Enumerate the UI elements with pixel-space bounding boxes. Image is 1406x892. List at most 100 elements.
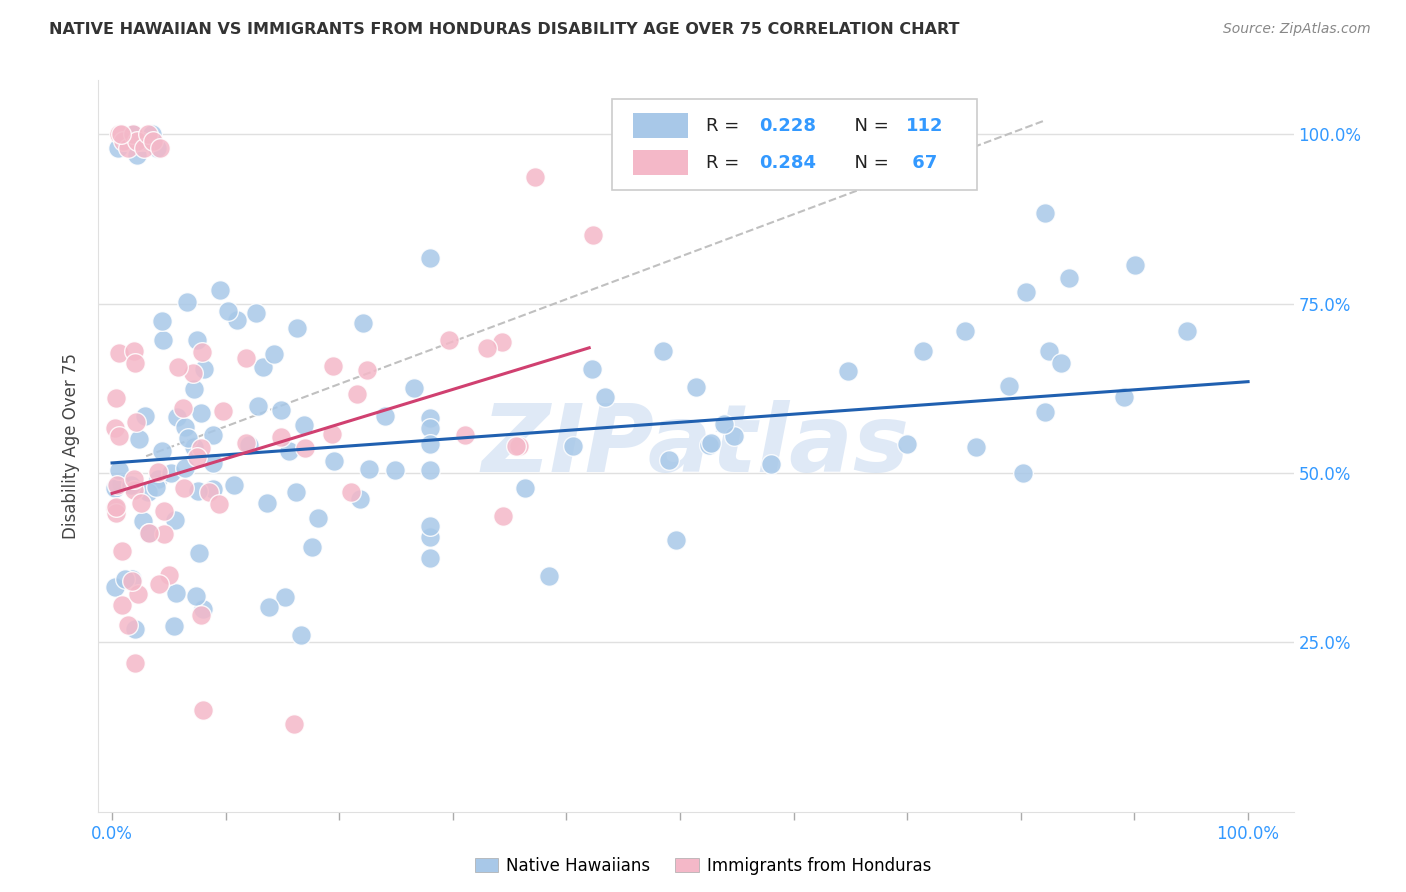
Point — [524, 170, 547, 185]
Point — [163, 619, 186, 633]
Point — [145, 479, 167, 493]
Point — [141, 128, 163, 142]
Text: 0.228: 0.228 — [759, 117, 817, 135]
Point — [128, 432, 150, 446]
Text: Source: ZipAtlas.com: Source: ZipAtlas.com — [1223, 22, 1371, 37]
Point — [186, 450, 208, 464]
Point — [191, 345, 214, 359]
Text: N =: N = — [844, 117, 894, 135]
Point — [136, 484, 159, 499]
Point — [419, 420, 441, 434]
Point — [105, 478, 128, 492]
Point — [1112, 390, 1135, 404]
Point — [374, 409, 396, 424]
Point — [283, 716, 305, 731]
Point — [323, 454, 346, 468]
Point — [132, 514, 155, 528]
Point — [124, 656, 146, 670]
Point — [685, 380, 707, 394]
Point — [274, 590, 297, 604]
Point — [160, 467, 183, 481]
Point — [1033, 205, 1056, 219]
Point — [117, 618, 139, 632]
Point — [104, 506, 127, 520]
Point — [134, 409, 156, 423]
Point — [346, 387, 368, 401]
Point — [301, 540, 323, 554]
Point — [104, 481, 127, 495]
Point — [190, 441, 212, 455]
Point — [477, 341, 499, 355]
Point — [124, 622, 146, 636]
Point — [238, 438, 260, 452]
Point — [167, 360, 190, 375]
Point — [224, 478, 246, 492]
Point — [349, 491, 371, 506]
Point — [120, 477, 142, 491]
Point — [108, 345, 131, 359]
Point — [896, 437, 918, 451]
Point — [285, 485, 308, 500]
Point — [183, 440, 205, 454]
Point — [419, 410, 441, 425]
Point — [419, 437, 441, 451]
Point — [186, 333, 208, 347]
Y-axis label: Disability Age Over 75: Disability Age Over 75 — [62, 353, 80, 539]
Point — [492, 508, 515, 523]
Point — [153, 527, 176, 541]
Point — [107, 429, 129, 443]
Point — [165, 585, 187, 599]
Point — [121, 128, 143, 142]
Point — [263, 347, 285, 361]
Point — [110, 128, 132, 142]
Point — [108, 463, 131, 477]
Point — [148, 472, 170, 486]
Point — [174, 461, 197, 475]
Point — [114, 134, 136, 148]
Point — [181, 366, 204, 380]
Point — [129, 134, 152, 148]
Point — [138, 128, 160, 142]
Point — [513, 481, 536, 495]
Point — [912, 343, 935, 358]
Point — [256, 496, 278, 510]
Point — [245, 306, 267, 320]
Point — [104, 580, 127, 594]
Point — [713, 417, 735, 431]
Point — [190, 406, 212, 420]
Point — [153, 504, 176, 518]
Point — [278, 444, 301, 458]
Point — [122, 472, 145, 486]
Point — [138, 525, 160, 540]
Point — [146, 141, 169, 155]
Point — [352, 316, 374, 330]
Text: NATIVE HAWAIIAN VS IMMIGRANTS FROM HONDURAS DISABILITY AGE OVER 75 CORRELATION C: NATIVE HAWAIIAN VS IMMIGRANTS FROM HONDU… — [49, 22, 960, 37]
Point — [112, 134, 135, 148]
Point — [508, 439, 530, 453]
Point — [235, 436, 257, 450]
Point — [1015, 285, 1038, 299]
Point — [419, 551, 441, 566]
Point — [104, 420, 127, 434]
Point — [122, 483, 145, 497]
Point — [290, 628, 312, 642]
Point — [202, 456, 225, 470]
Point — [955, 324, 977, 338]
Point — [292, 417, 315, 432]
Point — [1012, 466, 1035, 480]
Point — [173, 481, 195, 495]
Point — [1125, 259, 1147, 273]
Point — [188, 546, 211, 560]
Point — [1038, 344, 1060, 359]
Point — [129, 496, 152, 510]
Point — [125, 415, 148, 429]
Point — [107, 141, 129, 155]
Point — [1059, 271, 1081, 285]
Point — [150, 443, 173, 458]
FancyBboxPatch shape — [633, 113, 688, 138]
Point — [226, 313, 249, 327]
Text: 0.284: 0.284 — [759, 153, 817, 172]
Point — [105, 500, 128, 515]
Point — [121, 573, 143, 587]
Point — [166, 410, 188, 425]
